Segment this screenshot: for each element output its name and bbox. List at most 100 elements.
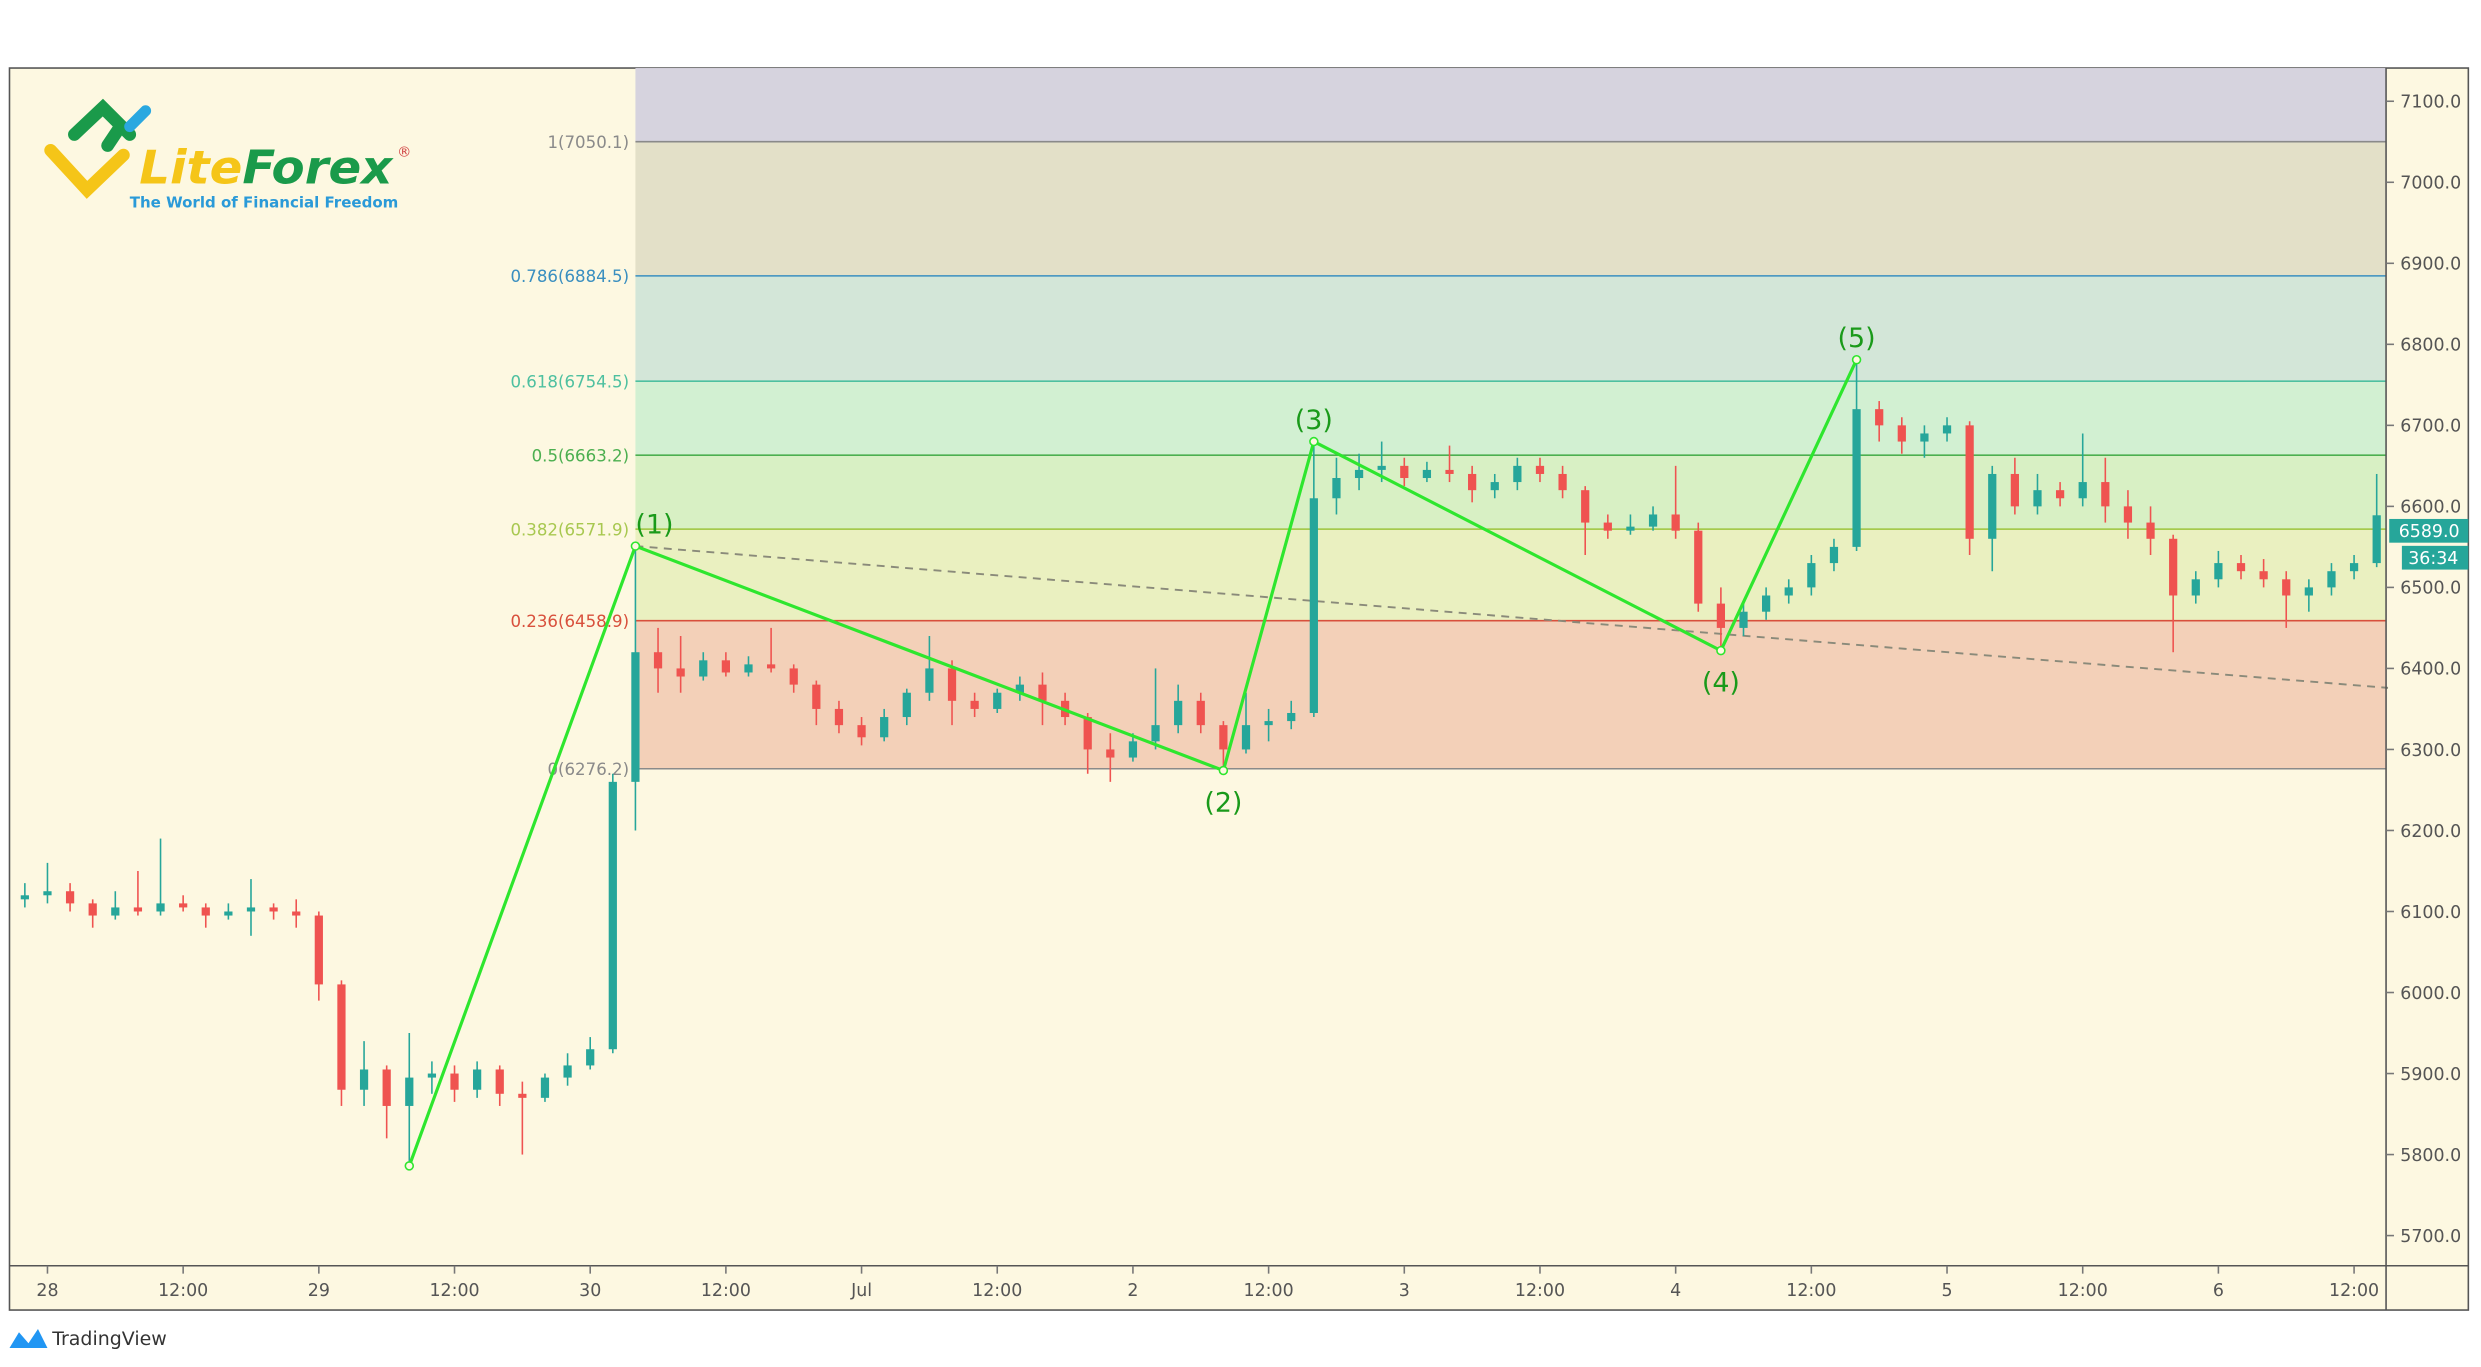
candle-body — [1264, 721, 1273, 726]
candle-bullish — [1762, 587, 1771, 620]
candle-bullish — [1942, 417, 1952, 442]
candle-body — [179, 903, 188, 908]
fib-zone — [635, 381, 2387, 456]
time-tick-label: 2 — [1127, 1281, 1138, 1301]
time-axis[interactable]: 28 12:00 29 12:00 30 12:00 Jul 12:00 2 12:00 3 12:0… — [36, 1265, 2379, 1301]
candle-body — [1400, 465, 1409, 479]
candle-body — [314, 915, 323, 985]
candle-bullish — [563, 1053, 572, 1086]
candle-body — [1174, 700, 1183, 726]
candle-body — [1897, 425, 1906, 442]
logo-name-lite: Lite — [139, 141, 242, 195]
candle-bullish — [540, 1073, 550, 1102]
wave-point[interactable] — [1218, 765, 1229, 776]
candle-bullish — [1648, 506, 1658, 531]
candle-body — [2146, 522, 2155, 539]
candle-bearish — [1445, 445, 1454, 483]
candle-body — [766, 664, 776, 669]
candle-body — [1762, 595, 1771, 612]
candle-bullish — [43, 862, 52, 904]
wave-point[interactable] — [630, 541, 641, 551]
candle-body — [292, 911, 301, 916]
candle-bullish — [744, 656, 753, 677]
candle-body — [1671, 514, 1680, 531]
fib-level-label: 0.236(6458.9) — [510, 612, 629, 631]
candle-bearish — [1875, 401, 1884, 442]
candle-body — [20, 895, 29, 900]
candle-body — [111, 907, 120, 916]
candle-body — [427, 1073, 437, 1078]
tradingview-brand: TradingView — [51, 1328, 167, 1350]
fib-zone — [635, 455, 2387, 530]
candle-bearish — [653, 627, 663, 693]
candle-bullish — [1422, 461, 1432, 483]
fib-zone — [635, 141, 2387, 276]
candle-body — [133, 907, 143, 912]
price-tick-label: 6500.0 — [2400, 579, 2461, 599]
candle-body — [450, 1073, 459, 1090]
candle-body — [834, 708, 844, 726]
candle-body — [1829, 546, 1839, 564]
candle-body — [947, 668, 957, 701]
candle-body — [224, 911, 233, 916]
candle-bullish — [156, 838, 165, 916]
candle-body — [1287, 712, 1296, 722]
logo-name: Lite Forex — [139, 141, 394, 195]
candle-bearish — [2123, 490, 2133, 539]
tradingview-footer[interactable]: TradingView — [9, 1328, 167, 1350]
candle-bullish — [1264, 708, 1273, 742]
candle-body — [1603, 522, 1612, 531]
candle-body — [1422, 469, 1432, 479]
candle-body — [2101, 482, 2110, 507]
time-tick-label: 5 — [1941, 1281, 1952, 1301]
wave-point[interactable] — [1851, 354, 1862, 365]
candle-bullish — [1174, 684, 1183, 734]
fib-level-label: 0.618(6754.5) — [510, 373, 629, 392]
candle-bullish — [1739, 603, 1748, 637]
candle-body — [1196, 700, 1205, 726]
candle-body — [269, 907, 278, 912]
candle-body — [970, 700, 979, 709]
candle-body — [812, 684, 821, 709]
fibonacci-retracement[interactable]: 1(7050.1) 0.786(6884.5) 0.618(6754.5) 0.5(6… — [510, 68, 2387, 779]
candle-body — [2259, 571, 2268, 580]
candle-body — [993, 692, 1002, 709]
candle-bearish — [2282, 571, 2291, 628]
wave-label: (5) — [1838, 323, 1876, 354]
candle-body — [359, 1069, 369, 1090]
candle-bullish — [1988, 465, 1997, 572]
wave-point[interactable] — [1309, 436, 1319, 447]
candle-bearish — [1897, 417, 1906, 454]
fib-level-label: 1(7050.1) — [547, 133, 629, 152]
elliott-wave[interactable]: (1) (2) (3) (4) (5) — [404, 323, 1876, 1171]
wave-label: (2) — [1204, 788, 1242, 819]
candle-body — [2304, 587, 2313, 596]
candle-bullish — [1151, 668, 1160, 750]
candle-body — [631, 652, 640, 782]
candle-bearish — [337, 980, 346, 1106]
candle-bullish — [111, 891, 120, 920]
candle-body — [156, 903, 165, 912]
price-axis[interactable]: 7100.0 7000.0 6900.0 6800.0 6700.0 6600.0 6500… — [2386, 93, 2461, 1247]
time-tick-label: 4 — [1670, 1281, 1681, 1301]
candle-bearish — [1106, 733, 1115, 782]
candle-bullish — [1128, 733, 1138, 762]
candle-body — [699, 660, 708, 677]
price-tick-label: 5700.0 — [2400, 1227, 2461, 1247]
candle-bearish — [269, 903, 278, 920]
candle-bearish — [2259, 559, 2268, 588]
wave-path[interactable] — [407, 359, 1859, 1167]
candle-body — [1083, 717, 1092, 750]
candle-bullish — [1920, 425, 1929, 458]
price-tick-label: 6600.0 — [2400, 498, 2461, 518]
candle-body — [676, 668, 685, 677]
time-tick-label: 12:00 — [972, 1281, 1022, 1301]
wave-point[interactable] — [404, 1161, 415, 1171]
candle-body — [1852, 409, 1861, 547]
candle-bullish — [359, 1041, 369, 1106]
candle-body — [65, 891, 75, 904]
time-tick-label: 6 — [2213, 1281, 2224, 1301]
wave-point[interactable] — [1716, 645, 1726, 656]
candle-body — [1128, 741, 1138, 758]
